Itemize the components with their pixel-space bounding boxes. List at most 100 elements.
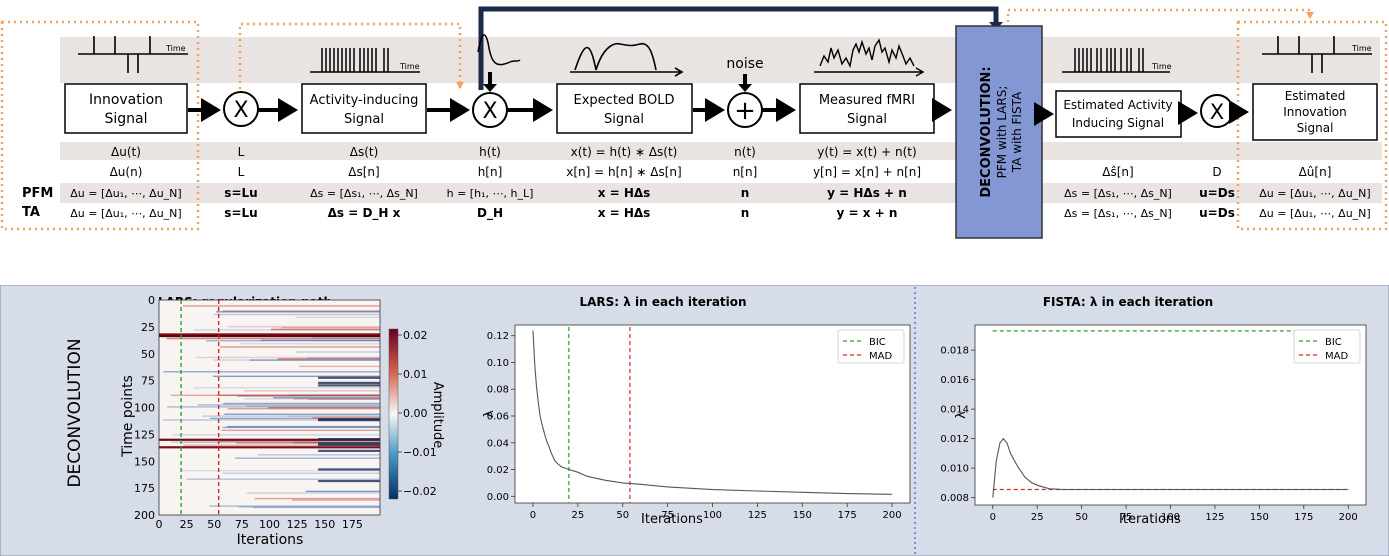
heatmap-stripe (197, 404, 380, 406)
heatmap-stripe (292, 499, 380, 501)
heatmap-stripe (312, 417, 380, 419)
cell-1-6: y[n] = x[n] + n[n] (813, 165, 921, 179)
heatmap-stripe (270, 328, 380, 331)
cell-2-7: Δs = [Δs₁, ⋯, Δs_N] (1064, 187, 1172, 200)
x-tick-label: 0 (530, 510, 536, 521)
heatmap-stripe (238, 506, 380, 508)
svg-text:X: X (482, 99, 497, 124)
svg-text:Signal: Signal (604, 112, 644, 127)
heatmap-ytick: 125 (134, 428, 155, 441)
y-tick-label: 0.014 (940, 405, 969, 416)
heatmap-dark-stripe (318, 418, 380, 421)
heatmap-stripe (273, 397, 380, 399)
orange-path-left (238, 22, 464, 95)
svg-text:Activity-inducing: Activity-inducing (310, 93, 419, 108)
svg-text:X: X (233, 98, 248, 123)
block-est-activity: Estimated Activity Inducing Signal (1055, 90, 1182, 138)
heatmap-stripe (170, 441, 380, 443)
heatmap-stripe (245, 405, 380, 407)
heatmap-stripe (210, 417, 380, 420)
cell-2-0: Δu = [Δu₁, ⋯, Δu_N] (70, 187, 181, 200)
heatmap-stripe (244, 390, 380, 392)
heatmap-stripe (260, 339, 380, 341)
colorbar-tick: 0.01 (403, 368, 428, 381)
block-est-innovation: Estimated Innovation Signal (1252, 83, 1378, 141)
y-tick-label: 0.04 (487, 438, 509, 449)
x-tick-label: 125 (1205, 512, 1224, 523)
cell-3-8: u=Ds (1199, 206, 1235, 220)
row-label-pfm: PFM (22, 186, 53, 201)
heatmap-stripe (295, 351, 380, 353)
cell-2-9: Δu = [Δu₁, ⋯, Δu_N] (1259, 187, 1370, 200)
block-bold: Expected BOLD Signal (556, 83, 693, 134)
chart-title: LARS: λ in each iteration (579, 295, 746, 309)
heatmap-stripe (295, 316, 380, 318)
heatmap-xtick: 125 (287, 518, 308, 531)
heatmap-stripe (240, 343, 380, 345)
heatmap-dark-stripe (318, 381, 380, 385)
cell-1-0: Δu(n) (110, 165, 143, 179)
heatmap-xtick: 50 (207, 518, 221, 531)
heatmap-stripe (257, 454, 380, 456)
svg-text:Estimated Activity: Estimated Activity (1063, 98, 1172, 112)
heatmap-xtick: 25 (180, 518, 194, 531)
heatmap-dark-stripe (318, 438, 380, 441)
x-tick-label: 125 (748, 510, 767, 521)
multiply-operator-3: X (1200, 94, 1234, 128)
heatmap-stripe (219, 440, 380, 442)
heatmap-stripe (287, 415, 380, 417)
svg-text:Expected BOLD: Expected BOLD (574, 93, 675, 108)
time-label-2: Time (399, 62, 420, 71)
cell-1-4: x[n] = h[n] ∗ Δs[n] (566, 165, 681, 179)
fmri-waveform (814, 38, 925, 77)
cell-3-7: Δs = [Δs₁, ⋯, Δs_N] (1064, 207, 1172, 220)
heatmap-stripe (182, 441, 380, 444)
block-fmri: Measured fMRI Signal (799, 83, 935, 134)
y-tick-label: 0.10 (487, 358, 509, 369)
svg-text:Signal: Signal (847, 112, 887, 127)
heatmap-stripe (222, 310, 380, 312)
heatmap-stripe (281, 326, 380, 329)
x-tick-label: 200 (1339, 512, 1358, 523)
heatmap-stripe (182, 305, 380, 307)
heatmap-stripe (293, 398, 380, 400)
heatmap-stripe (227, 425, 380, 428)
heatmap-ytick: 175 (134, 482, 155, 495)
add-operator: + (727, 92, 763, 128)
heatmap-stripe (299, 365, 380, 368)
row-band-3 (60, 183, 1382, 203)
heatmap-stripe (267, 406, 380, 409)
heatmap-stripe (162, 419, 380, 421)
y-axis-label: λ (482, 410, 497, 418)
waveform-band (60, 37, 960, 83)
y-tick-label: 0.12 (487, 331, 509, 342)
heatmap-stripe (213, 375, 380, 378)
cell-0-6: y(t) = x(t) + n(t) (817, 145, 916, 159)
heatmap-dark-stripe (318, 442, 380, 445)
math-rows: Δu(t) L Δs(t) h(t) x(t) = h(t) ∗ Δs(t) n… (70, 145, 1370, 221)
heatmap-stripe (223, 402, 380, 405)
heatmap-stripe (180, 469, 380, 472)
chart-title: FISTA: λ in each iteration (1043, 295, 1213, 309)
heatmap-stripe (213, 359, 380, 361)
cell-3-1: s=Lu (224, 206, 257, 220)
heatmap-stripe (227, 325, 380, 328)
cell-0-0: Δu(t) (111, 145, 141, 159)
heatmap-stripe (254, 497, 380, 500)
heatmap-stripe (195, 356, 380, 359)
multiply-operator-1: X (223, 91, 259, 127)
heatmap-stripe (170, 394, 380, 397)
heatmap-dark-stripe (318, 449, 380, 452)
x-axis-label: Iterations (1119, 512, 1181, 527)
svg-text:Estimated: Estimated (1285, 89, 1346, 103)
heatmap-dark-stripe (318, 479, 380, 483)
y-tick-label: 0.08 (487, 385, 509, 396)
x-tick-label: 100 (703, 510, 722, 521)
cell-2-8: u=Ds (1199, 186, 1235, 200)
y-tick-label: 0.02 (487, 465, 509, 476)
est-innovation-waveform (1262, 36, 1372, 73)
heatmap-xtick: 75 (235, 518, 249, 531)
x-tick-label: 100 (1161, 512, 1180, 523)
legend-label: MAD (869, 351, 892, 362)
heatmap-stripe (222, 426, 380, 429)
